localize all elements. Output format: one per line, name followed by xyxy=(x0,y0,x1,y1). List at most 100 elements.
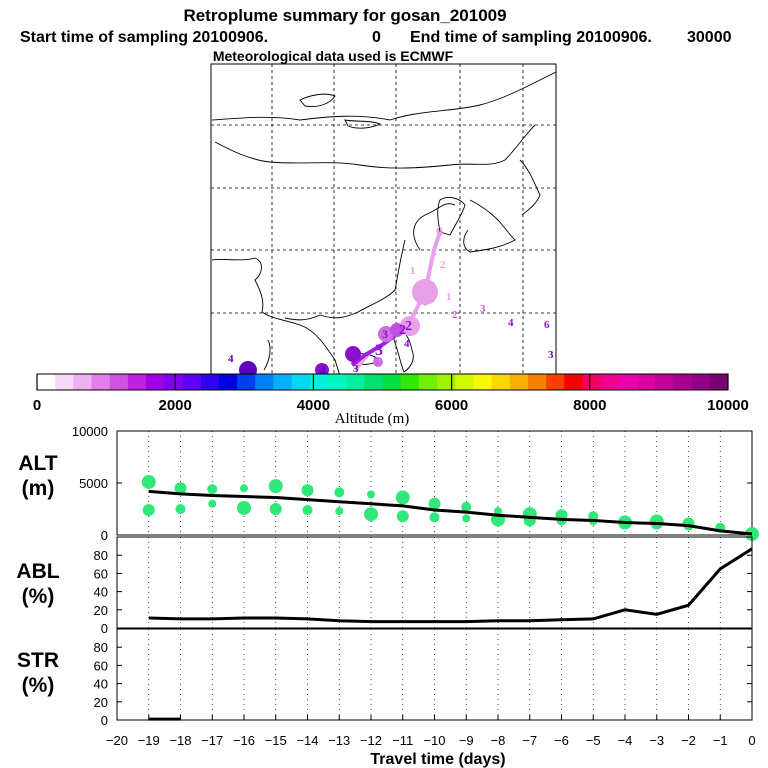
timeseries-panels: 0500010000ALT(m)020406080ABL(%)020406080… xyxy=(16,424,759,768)
colorbar-cell xyxy=(200,374,220,390)
plume-cluster-2 xyxy=(400,316,420,336)
map-label: 1 xyxy=(446,291,452,303)
y-tick-label: 40 xyxy=(94,677,108,692)
colorbar-cell xyxy=(600,374,620,390)
altitude-cluster-point xyxy=(301,484,314,497)
map-label: 4 xyxy=(228,353,234,365)
plume-cluster-5 xyxy=(345,346,361,362)
colorbar-cell xyxy=(637,374,656,390)
altitude-cluster-point xyxy=(240,484,248,493)
colorbar-cell xyxy=(437,374,456,390)
map-label: 6 xyxy=(244,363,250,377)
y-tick-label: 0 xyxy=(101,528,108,543)
y-tick-label: 20 xyxy=(94,603,108,618)
altitude-cluster-point xyxy=(428,497,441,510)
colorbar-cell xyxy=(273,374,293,390)
map-label: 1 xyxy=(418,282,427,302)
start-time-value: 0 xyxy=(372,29,381,46)
x-tick-label: −16 xyxy=(233,733,255,748)
map-label: 3 xyxy=(548,349,554,361)
altitude-cluster-point xyxy=(429,512,440,523)
x-tick-label: −13 xyxy=(328,733,350,748)
str-label: STR xyxy=(17,649,59,672)
abl-line xyxy=(148,547,753,624)
abl-label: ABL xyxy=(16,560,59,583)
y-tick-label: 0 xyxy=(101,713,108,728)
y-tick-label: 80 xyxy=(94,548,108,563)
end-time-label: End time of sampling 20100906. xyxy=(410,29,652,46)
colorbar-tick-label: 0 xyxy=(33,397,41,414)
x-tick-label: −6 xyxy=(554,733,569,748)
colorbar-cell xyxy=(127,374,147,390)
map-label: 4 xyxy=(320,363,326,377)
map-label: 3 xyxy=(382,327,388,341)
map-label: 2 xyxy=(452,309,458,321)
plume-trajectory xyxy=(239,231,442,379)
end-time-value: 30000 xyxy=(687,29,732,46)
colorbar-cell xyxy=(346,374,365,390)
colorbar-cell xyxy=(582,374,602,390)
x-tick-label: −18 xyxy=(169,733,191,748)
colorbar-cell xyxy=(691,374,711,390)
map-label: 4 xyxy=(404,338,410,350)
altitude-cluster-point xyxy=(175,504,186,514)
altitude-cluster-point xyxy=(208,499,217,508)
colorbar-cell xyxy=(146,374,165,390)
x-tick-label: −20 xyxy=(106,733,128,748)
altitude-cluster-point xyxy=(396,510,409,523)
x-tick-label: −11 xyxy=(392,733,413,748)
colorbar-cell xyxy=(218,374,238,390)
map-label: 2 xyxy=(405,319,412,334)
altitude-cluster-point xyxy=(269,503,282,515)
map-label: 3 xyxy=(353,363,359,375)
colorbar-tick-label: 10000 xyxy=(707,397,749,414)
x-tick-label: −4 xyxy=(618,733,633,748)
alt-label: ALT xyxy=(18,452,57,475)
map-label: 2 xyxy=(440,259,446,271)
altitude-cluster-point xyxy=(302,505,313,516)
x-tick-label: −1 xyxy=(713,733,728,748)
x-tick-label: −19 xyxy=(138,733,160,748)
altitude-mean-line xyxy=(148,489,753,536)
x-tick-label: −5 xyxy=(586,733,601,748)
altitude-cluster-point xyxy=(174,482,187,495)
colorbar-tick-label: 6000 xyxy=(435,397,468,414)
y-tick-label: 20 xyxy=(94,695,108,710)
colorbar-tick-label: 8000 xyxy=(573,397,606,414)
colorbar-cell xyxy=(400,374,420,390)
colorbar-cell xyxy=(237,374,256,390)
colorbar-cell xyxy=(382,374,402,390)
colorbar-cell xyxy=(255,374,274,390)
x-axis: −20 −19 −18 −17 −16 −15 −14 −13 −12 −11 −10 −9 −8 −7−… xyxy=(106,715,756,768)
map-label: 0 xyxy=(436,225,443,240)
altitude-cluster-point xyxy=(142,504,155,517)
y-tick-label: 0 xyxy=(101,621,108,636)
colorbar-cell xyxy=(455,374,474,390)
colorbar-cell xyxy=(73,374,93,390)
colorbar-cell xyxy=(109,374,129,390)
colorbar-cell xyxy=(164,374,183,390)
altitude-cluster-point xyxy=(461,501,472,512)
altitude-cluster-point xyxy=(462,514,471,523)
abl-panel: 0 20 40 60 80 ABL(%) xyxy=(16,536,753,636)
colorbar-cell xyxy=(55,374,74,390)
colorbar-cell xyxy=(37,374,56,390)
x-axis-label: Travel time (days) xyxy=(370,751,505,768)
colorbar-cell xyxy=(527,374,547,390)
colorbar-cell xyxy=(291,374,311,390)
y-tick-label: 80 xyxy=(94,640,108,655)
map-label: 5 xyxy=(373,356,379,368)
altitude-cluster-point xyxy=(141,474,156,489)
altitude-cluster-point xyxy=(367,490,375,499)
map-label: 1 xyxy=(410,265,416,277)
altitude-cluster-point xyxy=(207,484,218,495)
colorbar-cell xyxy=(473,374,493,390)
abl-unit: (%) xyxy=(22,585,55,608)
x-tick-label: −12 xyxy=(360,733,382,748)
x-tick-label: −8 xyxy=(491,733,506,748)
altitude-cluster-point xyxy=(334,487,345,498)
x-tick-label: −15 xyxy=(265,733,287,748)
plume-cluster-6 xyxy=(373,357,383,367)
